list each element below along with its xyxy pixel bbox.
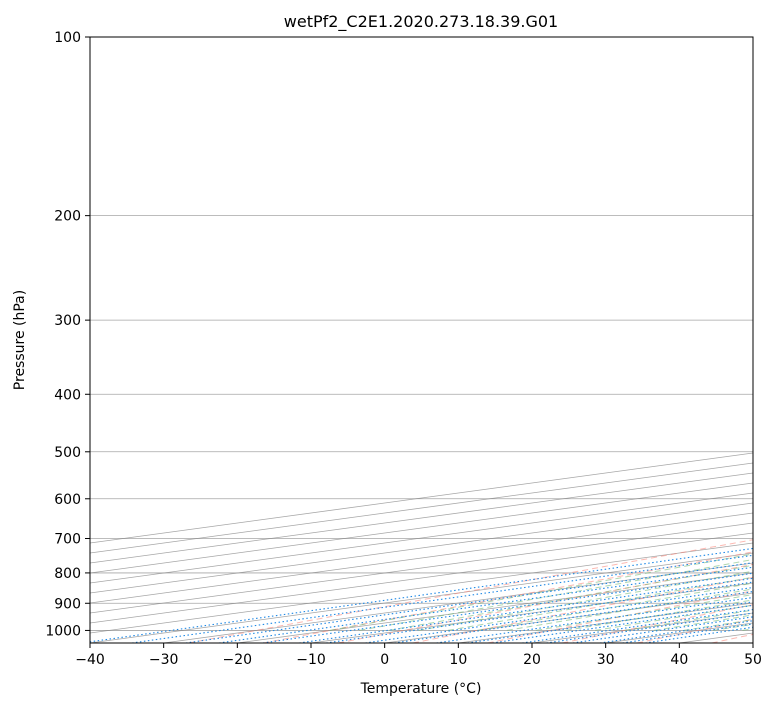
isotherm-line	[90, 532, 753, 624]
isotherm-line	[90, 502, 753, 594]
x-tick-label: −10	[296, 652, 326, 668]
y-tick-label: 1000	[45, 623, 81, 639]
mixing-ratio-line	[492, 604, 753, 643]
dry-adiabat-line	[338, 563, 753, 643]
x-tick-label: −40	[75, 652, 105, 668]
mixing-ratio-line	[546, 612, 753, 643]
dry-adiabat-line	[412, 576, 753, 643]
isotherm-line	[90, 462, 753, 554]
mixing-ratio-line	[131, 554, 753, 643]
plot-frame	[89, 36, 754, 644]
mixing-ratio-line	[90, 547, 753, 643]
y-tick-label: 900	[54, 596, 81, 612]
moist-adiabat-line	[388, 564, 753, 631]
isotherm-line	[90, 482, 753, 574]
y-tick-label: 800	[54, 566, 81, 582]
dry-adiabat-line	[188, 539, 753, 643]
x-tick-label: 20	[523, 652, 541, 668]
x-tick-label: 30	[597, 652, 615, 668]
plot-background	[90, 37, 753, 643]
y-tick-label: 300	[54, 313, 81, 329]
x-axis: −40 −30 −20 −10 0 10 20 30 40 50	[75, 643, 762, 668]
x-axis-title: Temperature (°C)	[360, 681, 482, 697]
y-tick-label: 100	[54, 30, 81, 46]
moist-adiabat-line	[447, 576, 753, 631]
y-tick-label: 400	[54, 387, 81, 403]
chart-title: wetPf2_C2E1.2020.273.18.39.G01	[284, 12, 558, 32]
x-tick-label: −20	[223, 652, 253, 668]
y-tick-label: 600	[54, 492, 81, 508]
x-tick-label: 50	[744, 652, 762, 668]
moist-adiabat-line	[506, 588, 753, 631]
mixing-ratio-line	[522, 609, 753, 643]
y-tick-label: 200	[54, 209, 81, 225]
mixing-ratio-line	[436, 596, 753, 643]
x-tick-label: 0	[380, 652, 389, 668]
x-tick-label: 40	[670, 652, 688, 668]
isotherm-line	[90, 522, 753, 614]
isotherm-line	[90, 512, 753, 604]
isotherm-line	[90, 492, 753, 584]
mixing-ratio-line	[467, 601, 753, 643]
x-tick-label: −30	[149, 652, 179, 668]
y-axis-title: Pressure (hPa)	[12, 290, 28, 390]
y-tick-label: 700	[54, 532, 81, 548]
y-tick-label: 500	[54, 445, 81, 461]
isotherm-line	[90, 472, 753, 564]
isotherm-line	[90, 452, 753, 544]
background-lines	[90, 37, 753, 643]
y-axis: 100 200 300 400 500 600 700 800 900 1000	[45, 30, 90, 639]
x-tick-label: 10	[449, 652, 467, 668]
moist-adiabat-line	[418, 570, 753, 631]
